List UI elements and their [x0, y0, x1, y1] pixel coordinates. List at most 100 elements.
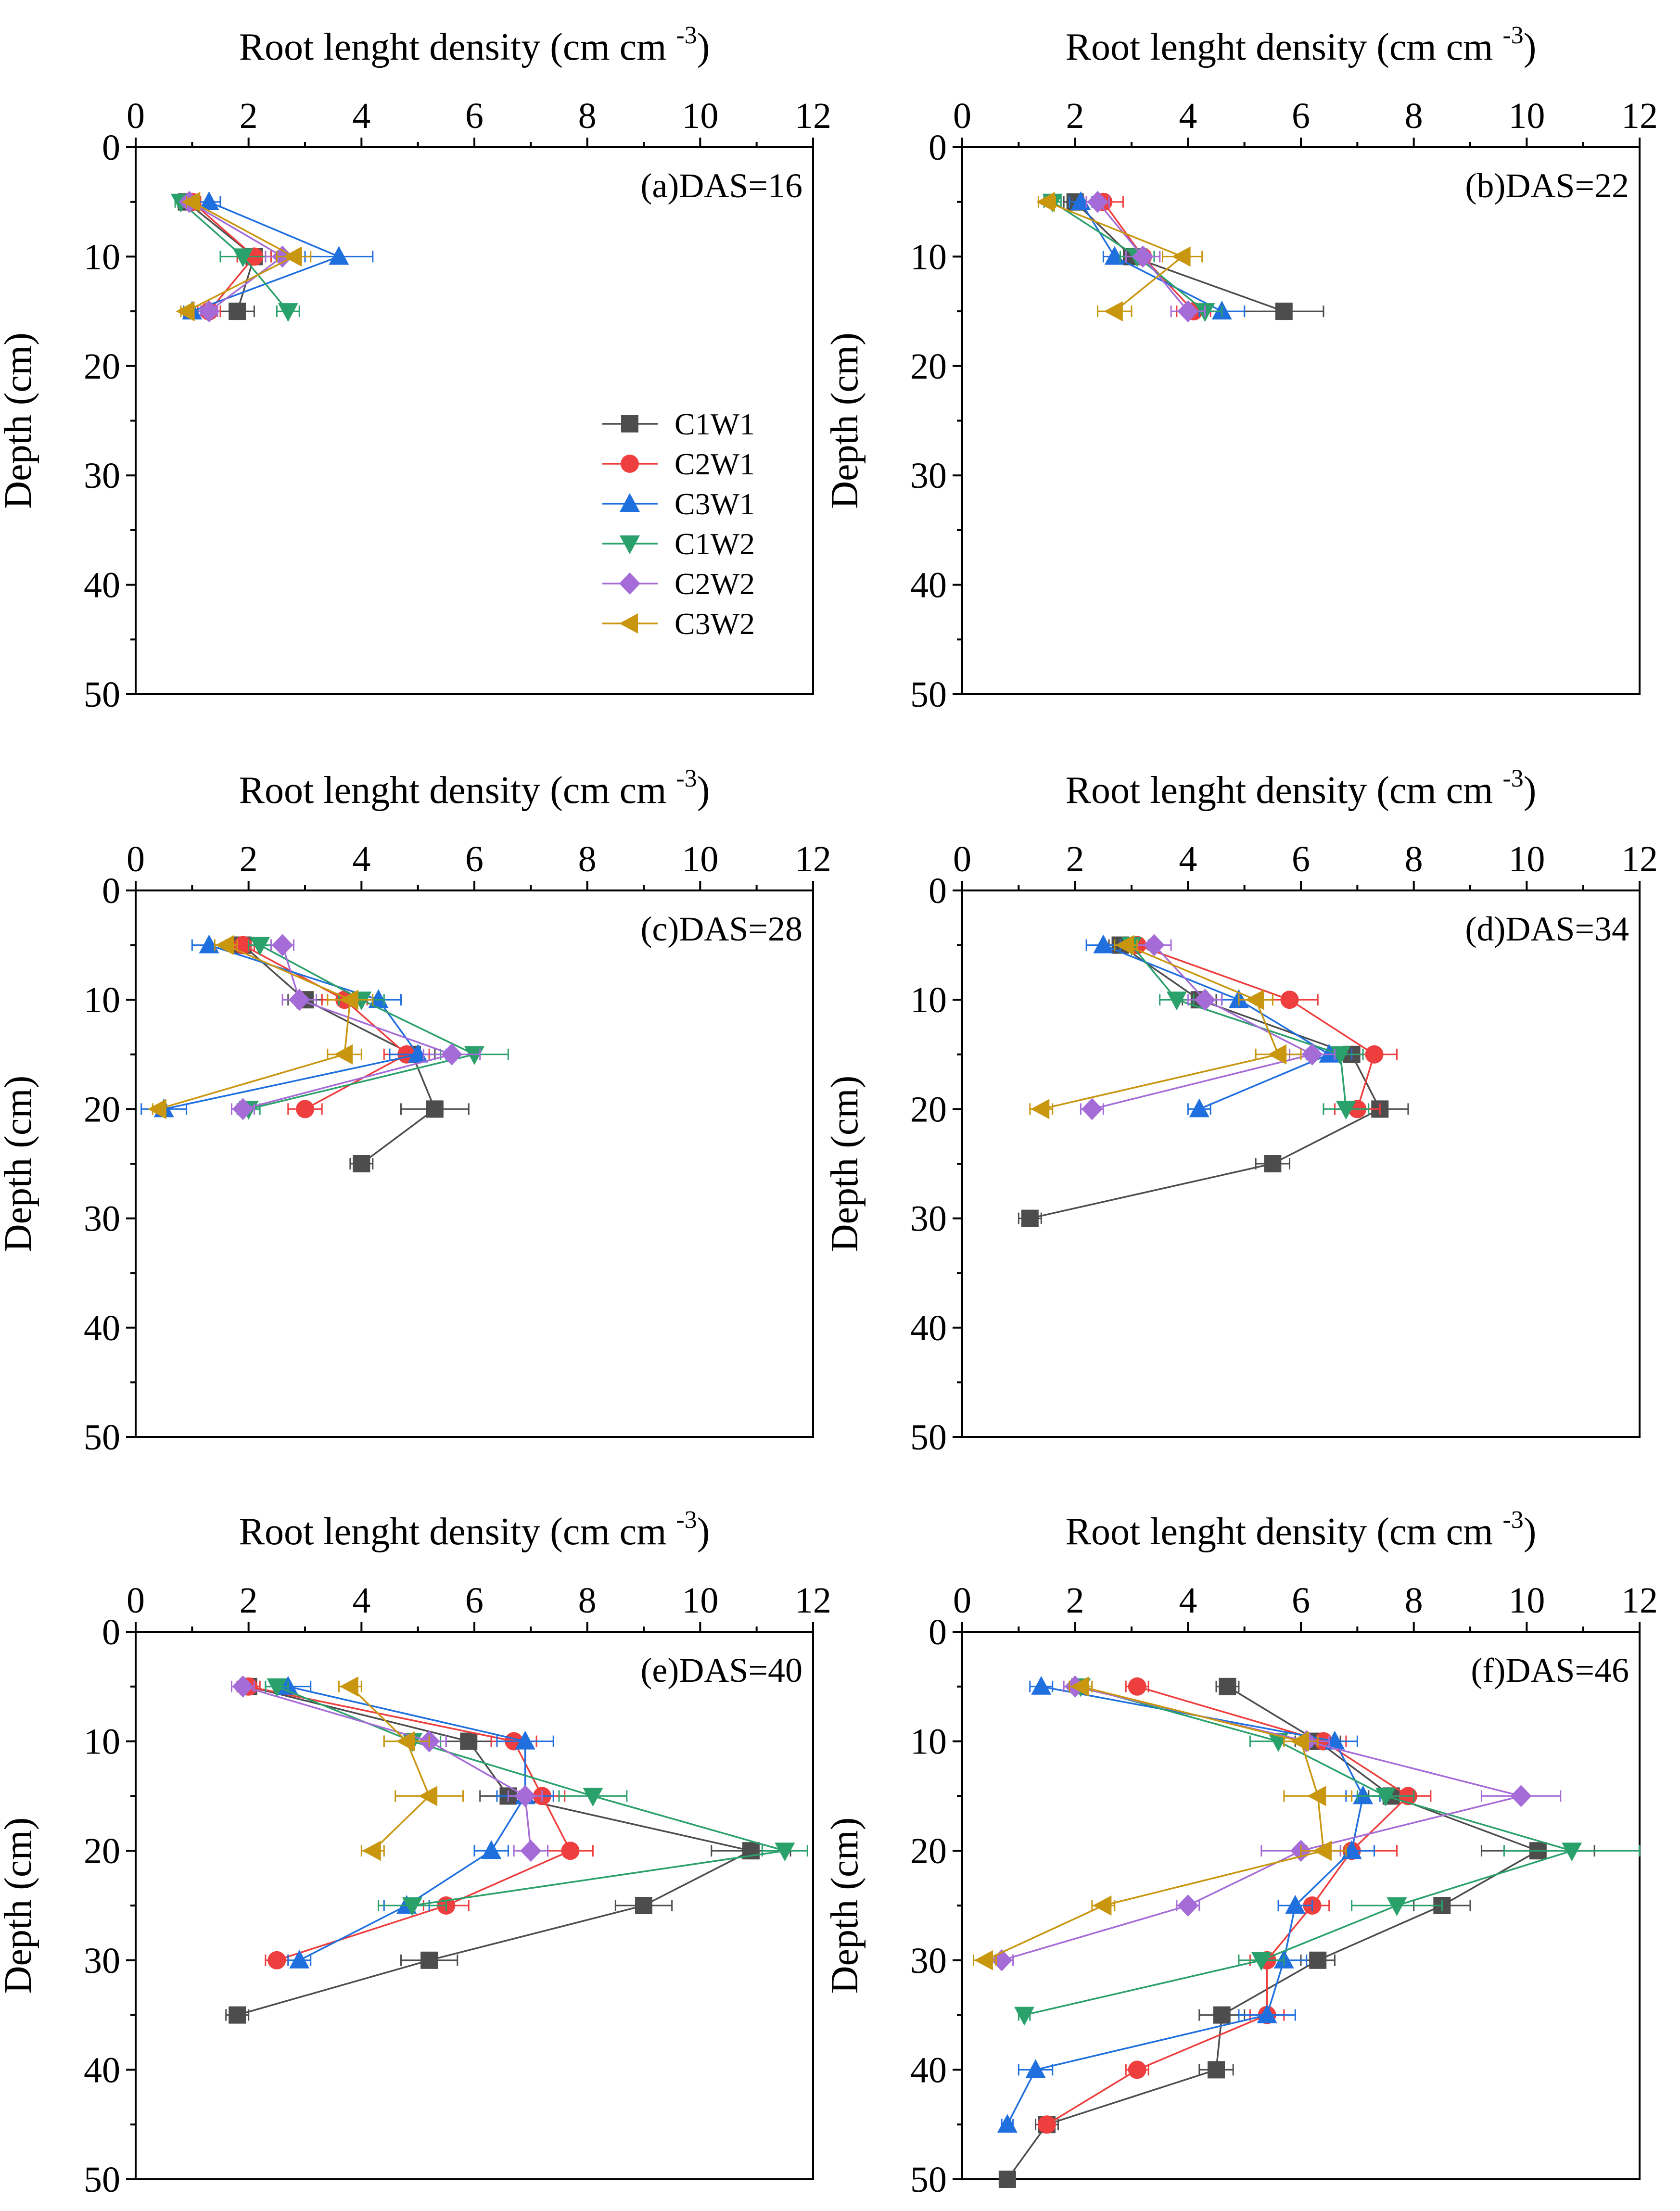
y-tick-label: 50	[910, 674, 947, 715]
series-line	[1041, 944, 1280, 1110]
panel-a: Root lenght density (cm cm -3) 0 2 4 6 8 10 12 0…	[0, 22, 831, 715]
data-point	[1132, 245, 1154, 268]
data-point	[296, 1100, 314, 1118]
data-point	[1290, 1731, 1309, 1752]
legend-marker	[620, 493, 640, 512]
data-point	[176, 301, 195, 322]
data-point	[1307, 1786, 1326, 1806]
y-tick-label: 50	[84, 674, 120, 715]
data-point	[974, 1950, 993, 1970]
data-point	[229, 2006, 246, 2024]
x-tick-label: 4	[1179, 1580, 1197, 1621]
data-point	[1031, 1099, 1050, 1119]
data-point	[1128, 2060, 1146, 2079]
x-tick-label: 12	[1621, 1580, 1658, 1621]
data-point	[441, 1043, 463, 1066]
y-axis-title: Depth (cm)	[0, 1817, 39, 1994]
x-tick-label: 8	[1405, 1580, 1423, 1621]
x-tick-label: 10	[682, 839, 718, 879]
legend: C1W1 C2W1 C3W1 C1W2 C2W2 C3W2	[602, 407, 755, 641]
x-axis-title-close: )	[697, 769, 710, 812]
data-point	[420, 1951, 438, 1969]
x-axis-title-main: Root lenght density (cm cm	[239, 769, 676, 812]
data-point	[147, 1099, 166, 1119]
x-tick-label: 0	[127, 96, 145, 136]
x-tick-label: 0	[953, 839, 971, 879]
data-point	[283, 246, 302, 267]
y-tick-label: 0	[929, 1612, 947, 1652]
plot-frame	[135, 1631, 814, 2180]
panel-label: (e)DAS=40	[640, 1651, 802, 1690]
x-tick-label: 12	[795, 839, 831, 879]
data-point	[1014, 2007, 1035, 2026]
data-point	[232, 248, 253, 267]
x-tick-label: 6	[1292, 1580, 1310, 1621]
data-point	[232, 1098, 254, 1120]
x-tick-label: 4	[352, 1580, 370, 1621]
data-point	[329, 246, 349, 265]
data-point	[515, 1730, 535, 1750]
x-tick-label: 8	[1405, 839, 1423, 879]
data-point	[1025, 2059, 1046, 2078]
series-line	[1092, 944, 1315, 1110]
data-point	[514, 1785, 536, 1807]
y-tick-label: 0	[102, 871, 120, 911]
y-tick-label: 20	[910, 346, 947, 387]
data-point	[1365, 1045, 1384, 1064]
legend-item-c3w1: C3W1	[602, 487, 755, 521]
data-point	[396, 1731, 415, 1752]
x-tick-label: 4	[352, 839, 370, 879]
y-tick-label: 40	[910, 565, 947, 606]
y-tick-label: 30	[84, 1941, 120, 1981]
data-point	[272, 934, 293, 956]
x-axis-title-close: )	[1524, 1511, 1537, 1553]
y-tick-label: 50	[84, 1417, 120, 1458]
x-tick-label: 10	[682, 1580, 718, 1621]
x-axis-title-main: Root lenght density (cm cm	[1066, 1511, 1503, 1553]
series-c1w1	[998, 1677, 1595, 2188]
legend-label: C1W2	[675, 527, 755, 561]
y-tick-label: 40	[910, 2050, 947, 2090]
panel-c: Root lenght density (cm cm -3) 0 2 4 6 8 10 12 0…	[0, 765, 831, 1458]
series-c3w1	[140, 934, 447, 1118]
data-point	[1093, 1895, 1112, 1916]
x-tick-label: 10	[1508, 96, 1545, 136]
x-tick-label: 8	[578, 1580, 597, 1621]
series-line	[984, 1686, 1324, 1961]
panel-label: (f)DAS=46	[1471, 1651, 1629, 1690]
x-tick-label: 4	[1179, 96, 1197, 136]
data-point	[460, 1732, 478, 1750]
x-axis-title-close: )	[697, 1511, 710, 1553]
data-point	[561, 1842, 580, 1860]
series-line	[1001, 1686, 1522, 1961]
legend-item-c2w1: C2W1	[602, 447, 755, 481]
x-tick-label: 8	[578, 96, 597, 136]
x-tick-label: 8	[1405, 96, 1423, 136]
data-point	[1251, 1952, 1272, 1971]
x-tick-label: 6	[1292, 839, 1310, 879]
data-point	[278, 303, 298, 322]
x-axis-title-sup: -3	[1502, 765, 1523, 792]
y-tick-label: 30	[910, 456, 947, 496]
y-tick-label: 50	[910, 2160, 947, 2200]
data-point	[250, 937, 270, 956]
y-tick-label: 10	[84, 980, 120, 1020]
y-axis-title: Depth (cm)	[0, 332, 39, 509]
series-line	[1103, 944, 1331, 1110]
panel-f: Root lenght density (cm cm -3) 0 2 4 6 8 10 12 0…	[824, 1506, 1658, 2200]
series-c3w2	[1029, 935, 1302, 1119]
legend-item-c1w1: C1W1	[602, 407, 755, 441]
x-tick-label: 10	[1508, 839, 1545, 879]
data-point	[1301, 1043, 1323, 1066]
panel-b: Root lenght density (cm cm -3) 0 2 4 6 8 10 12 0…	[824, 22, 1658, 715]
data-point	[520, 1840, 542, 1862]
x-axis-title: Root lenght density (cm cm -3)	[239, 22, 710, 68]
data-point	[339, 990, 358, 1010]
x-axis-title: Root lenght density (cm cm -3)	[239, 765, 710, 812]
data-point	[1213, 2006, 1231, 2024]
y-tick-label: 0	[929, 871, 947, 911]
series-c2w1	[236, 1677, 594, 1970]
y-tick-label: 30	[910, 1941, 947, 1981]
x-tick-label: 8	[578, 839, 597, 879]
x-axis-title-close: )	[1524, 26, 1537, 68]
